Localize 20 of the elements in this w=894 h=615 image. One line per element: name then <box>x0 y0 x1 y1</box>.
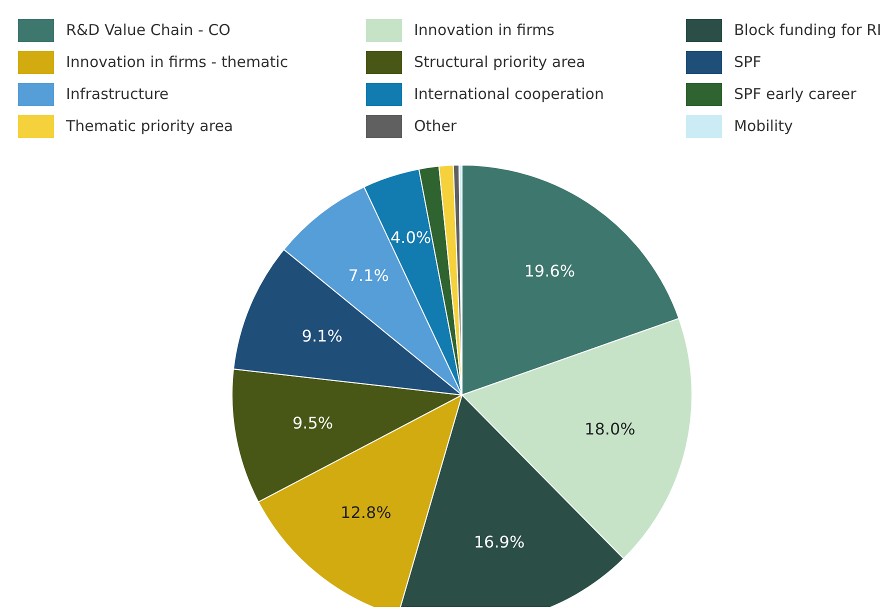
legend-label: Mobility <box>734 117 793 135</box>
legend-label: Innovation in firms - thematic <box>66 53 288 71</box>
data-label: 16.9% <box>474 532 525 552</box>
legend-label: SPF <box>734 53 762 71</box>
data-label: 4.0% <box>390 228 432 248</box>
legend-label: International cooperation <box>414 85 604 103</box>
data-label: 7.1% <box>348 266 389 285</box>
data-label: 18.0% <box>584 420 636 439</box>
legend-label: Thematic priority area <box>66 117 234 135</box>
legend-label: R&D Value Chain - CO <box>66 21 230 39</box>
legend-label: Other <box>414 117 457 135</box>
legend-label: Structural priority area <box>414 53 586 71</box>
data-label: 9.1% <box>302 326 342 346</box>
data-label: 19.6% <box>524 262 576 281</box>
data-label: 12.8% <box>340 503 392 522</box>
legend-label: SPF early career <box>734 85 856 103</box>
legend-label: Innovation in firms <box>414 21 554 39</box>
legend-label: Infrastructure <box>66 85 169 103</box>
legend-label: Block funding for RI <box>734 21 882 39</box>
data-label: 9.5% <box>292 413 334 432</box>
